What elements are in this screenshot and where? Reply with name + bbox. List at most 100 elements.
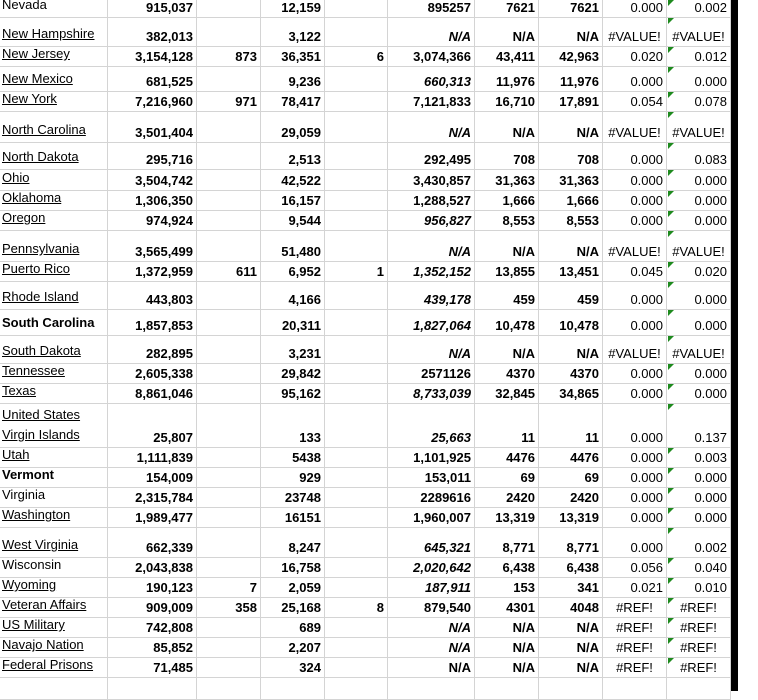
cell-h[interactable] bbox=[539, 678, 603, 699]
cell-g[interactable] bbox=[475, 678, 539, 699]
cell-c[interactable] bbox=[197, 231, 261, 261]
cell-e[interactable] bbox=[325, 282, 388, 309]
cell-i[interactable]: #REF! bbox=[603, 638, 667, 657]
row-label-cell[interactable]: Tennessee bbox=[0, 363, 108, 383]
cell-e[interactable] bbox=[325, 18, 388, 46]
row-label-cell[interactable]: North Carolina bbox=[0, 112, 108, 142]
cell-h[interactable]: N/A bbox=[539, 638, 603, 657]
cell-j[interactable]: 0.000 bbox=[667, 170, 731, 190]
state-link[interactable]: Tennessee bbox=[2, 363, 65, 378]
cell-j[interactable]: 0.040 bbox=[667, 558, 731, 577]
cell-h[interactable]: 11 bbox=[539, 404, 603, 447]
cell-d[interactable]: 929 bbox=[261, 468, 325, 487]
cell-b[interactable]: 282,895 bbox=[108, 336, 197, 363]
cell-g[interactable]: N/A bbox=[475, 336, 539, 363]
cell-d[interactable]: 20,311 bbox=[261, 310, 325, 335]
cell-f[interactable]: N/A bbox=[388, 112, 475, 142]
row-label-cell[interactable]: Oklahoma bbox=[0, 190, 108, 210]
cell-i[interactable]: 0.000 bbox=[603, 404, 667, 447]
cell-g[interactable]: N/A bbox=[475, 112, 539, 142]
cell-i[interactable]: 0.000 bbox=[603, 170, 667, 190]
cell-i[interactable]: 0.045 bbox=[603, 262, 667, 281]
cell-d[interactable]: 29,842 bbox=[261, 364, 325, 383]
cell-j[interactable]: #VALUE! bbox=[667, 336, 731, 363]
cell-f[interactable]: 1,960,007 bbox=[388, 508, 475, 527]
state-link[interactable]: New Jersey bbox=[2, 46, 70, 61]
cell-g[interactable]: 4370 bbox=[475, 364, 539, 383]
cell-e[interactable] bbox=[325, 143, 388, 169]
cell-e[interactable]: 8 bbox=[325, 598, 388, 617]
cell-f[interactable]: 153,011 bbox=[388, 468, 475, 487]
cell-d[interactable]: 29,059 bbox=[261, 112, 325, 142]
cell-d[interactable]: 51,480 bbox=[261, 231, 325, 261]
cell-g[interactable]: 2420 bbox=[475, 488, 539, 507]
state-link[interactable]: New Hampshire bbox=[2, 26, 95, 41]
cell-i[interactable]: 0.000 bbox=[603, 211, 667, 230]
cell-c[interactable] bbox=[197, 191, 261, 210]
cell-j[interactable]: #REF! bbox=[667, 638, 731, 657]
cell-f[interactable]: 2571126 bbox=[388, 364, 475, 383]
cell-d[interactable]: 3,231 bbox=[261, 336, 325, 363]
cell-e[interactable] bbox=[325, 336, 388, 363]
row-label-cell[interactable]: Federal Prisons bbox=[0, 657, 108, 677]
cell-g[interactable]: N/A bbox=[475, 18, 539, 46]
cell-c[interactable] bbox=[197, 528, 261, 557]
row-label-cell[interactable]: Vermont bbox=[0, 467, 108, 487]
cell-i[interactable]: 0.000 bbox=[603, 310, 667, 335]
cell-d[interactable] bbox=[261, 678, 325, 699]
cell-c[interactable]: 873 bbox=[197, 47, 261, 66]
cell-j[interactable]: 0.010 bbox=[667, 578, 731, 597]
cell-g[interactable]: 13,319 bbox=[475, 508, 539, 527]
cell-i[interactable]: 0.000 bbox=[603, 488, 667, 507]
row-label-cell[interactable] bbox=[0, 678, 108, 699]
cell-g[interactable]: 153 bbox=[475, 578, 539, 597]
cell-d[interactable]: 9,236 bbox=[261, 67, 325, 91]
cell-e[interactable]: 1 bbox=[325, 262, 388, 281]
cell-g[interactable]: N/A bbox=[475, 638, 539, 657]
cell-i[interactable]: 0.056 bbox=[603, 558, 667, 577]
cell-c[interactable] bbox=[197, 658, 261, 677]
cell-d[interactable]: 2,513 bbox=[261, 143, 325, 169]
cell-g[interactable]: 32,845 bbox=[475, 384, 539, 403]
state-link[interactable]: North Carolina bbox=[2, 122, 86, 137]
cell-e[interactable] bbox=[325, 170, 388, 190]
row-label-cell[interactable]: New Jersey bbox=[0, 46, 108, 66]
cell-h[interactable]: 459 bbox=[539, 282, 603, 309]
row-label-cell[interactable]: US Military bbox=[0, 617, 108, 637]
cell-c[interactable] bbox=[197, 364, 261, 383]
cell-d[interactable]: 6,952 bbox=[261, 262, 325, 281]
cell-c[interactable] bbox=[197, 0, 261, 17]
cell-g[interactable]: 11,976 bbox=[475, 67, 539, 91]
row-label-cell[interactable]: Navajo Nation bbox=[0, 637, 108, 657]
cell-b[interactable]: 1,111,839 bbox=[108, 448, 197, 467]
cell-g[interactable]: 13,855 bbox=[475, 262, 539, 281]
cell-f[interactable]: 439,178 bbox=[388, 282, 475, 309]
cell-c[interactable] bbox=[197, 170, 261, 190]
cell-i[interactable]: #VALUE! bbox=[603, 112, 667, 142]
cell-d[interactable]: 689 bbox=[261, 618, 325, 637]
cell-j[interactable]: #VALUE! bbox=[667, 231, 731, 261]
cell-e[interactable] bbox=[325, 364, 388, 383]
row-label-cell[interactable]: Rhode Island bbox=[0, 282, 108, 309]
cell-j[interactable] bbox=[667, 678, 731, 699]
cell-j[interactable]: 0.020 bbox=[667, 262, 731, 281]
cell-b[interactable] bbox=[108, 678, 197, 699]
state-link[interactable]: Oregon bbox=[2, 210, 46, 225]
cell-d[interactable]: 2,207 bbox=[261, 638, 325, 657]
cell-c[interactable] bbox=[197, 508, 261, 527]
cell-f[interactable]: N/A bbox=[388, 638, 475, 657]
cell-h[interactable]: 6,438 bbox=[539, 558, 603, 577]
cell-f[interactable]: N/A bbox=[388, 658, 475, 677]
cell-c[interactable] bbox=[197, 558, 261, 577]
row-label-cell[interactable]: North Dakota bbox=[0, 143, 108, 169]
cell-d[interactable]: 16,157 bbox=[261, 191, 325, 210]
row-label-cell[interactable]: Washington bbox=[0, 507, 108, 527]
cell-g[interactable]: 10,478 bbox=[475, 310, 539, 335]
cell-d[interactable]: 36,351 bbox=[261, 47, 325, 66]
state-link[interactable]: Pennsylvania bbox=[2, 241, 80, 256]
cell-f[interactable]: 8,733,039 bbox=[388, 384, 475, 403]
cell-i[interactable]: #REF! bbox=[603, 618, 667, 637]
cell-j[interactable]: #VALUE! bbox=[667, 112, 731, 142]
cell-h[interactable]: 42,963 bbox=[539, 47, 603, 66]
cell-i[interactable]: 0.000 bbox=[603, 143, 667, 169]
